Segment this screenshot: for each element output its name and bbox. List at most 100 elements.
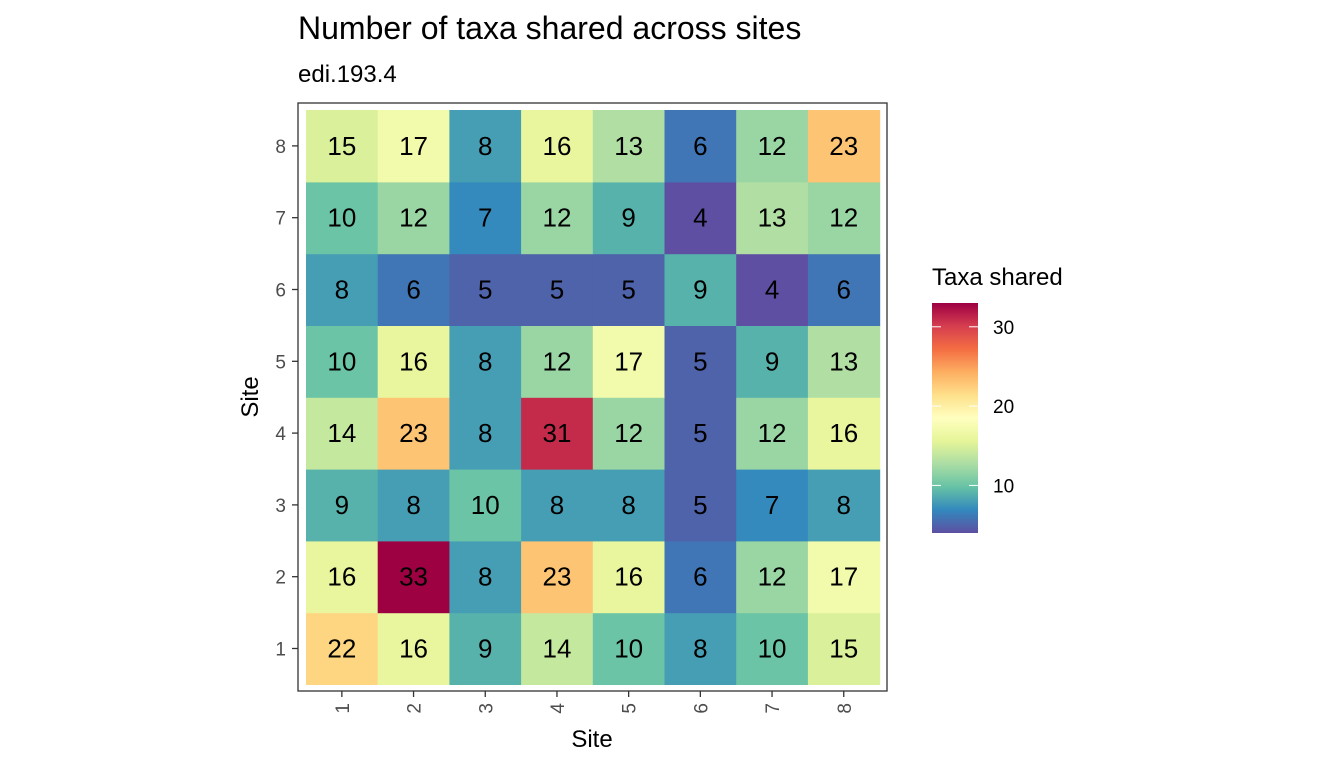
cell-value-label: 7: [765, 490, 779, 520]
cell-value-label: 5: [693, 346, 707, 376]
cell-value-label: 33: [399, 562, 428, 592]
legend-ticks: 10 20 30: [932, 318, 1014, 497]
cell-value-label: 15: [829, 634, 858, 664]
legend-tick-label: 20: [993, 397, 1014, 418]
heatmap-cell: [592, 325, 666, 398]
heatmap-cell: [449, 110, 522, 183]
heatmap-cell: [449, 469, 522, 542]
cell-value-label: 13: [829, 346, 858, 376]
cell-value-label: 12: [542, 346, 571, 376]
cell-value-label: 16: [614, 562, 643, 592]
cell-value-label: 8: [550, 490, 564, 520]
heatmap-cell: [807, 110, 881, 183]
cell-value-label: 12: [758, 418, 787, 448]
heatmap-cell: [664, 612, 737, 685]
heatmap-cell: [664, 397, 737, 470]
cell-value-label: 6: [406, 275, 420, 305]
heatmap-cell: [736, 325, 809, 398]
cell-value-label: 8: [335, 275, 349, 305]
cell-value-label: 16: [327, 562, 356, 592]
cell-value-label: 10: [758, 634, 787, 664]
cell-value-label: 12: [614, 418, 643, 448]
heatmap-cell: [592, 469, 666, 542]
cell-value-label: 4: [765, 275, 779, 305]
cell-value-label: 5: [621, 275, 635, 305]
cell-value-label: 9: [621, 203, 635, 233]
cell-value-label: 17: [614, 346, 643, 376]
heatmap-cell: [449, 253, 522, 326]
heatmap-cell: [377, 469, 450, 542]
chart-subtitle: edi.193.4: [298, 61, 397, 88]
cell-value-label: 10: [327, 203, 356, 233]
cell-value-label: 31: [542, 418, 571, 448]
heatmap-cell: [664, 325, 737, 398]
x-tick-label: 2: [405, 703, 426, 714]
heatmap-cell: [449, 181, 522, 255]
heatmap-cell: [377, 397, 450, 470]
cell-value-label: 9: [765, 346, 779, 376]
cell-value-label: 6: [693, 562, 707, 592]
cell-value-label: 16: [542, 131, 571, 161]
heatmap-cell: [736, 110, 809, 183]
cell-value-label: 9: [335, 490, 349, 520]
x-tick-label: 4: [548, 703, 569, 714]
heatmap-cell: [664, 469, 737, 542]
cell-value-label: 8: [621, 490, 635, 520]
y-tick-label: 7: [275, 209, 286, 230]
legend-tick-label: 30: [993, 318, 1014, 339]
cell-value-label: 8: [693, 634, 707, 664]
cell-value-label: 23: [399, 418, 428, 448]
heatmap-cell: [306, 325, 379, 398]
cell-value-label: 12: [542, 203, 571, 233]
cell-value-label: 5: [478, 275, 492, 305]
heatmap-cell: [807, 253, 881, 326]
y-tick-label: 1: [275, 640, 286, 661]
heatmap-cell: [377, 325, 450, 398]
x-tick-label: 5: [620, 703, 641, 714]
cell-value-label: 13: [758, 203, 787, 233]
cell-value-label: 5: [693, 418, 707, 448]
heatmap-cell: [664, 253, 737, 326]
cell-value-label: 10: [471, 490, 500, 520]
cell-value-label: 8: [478, 562, 492, 592]
cell-value-label: 8: [837, 490, 851, 520]
cell-value-label: 16: [399, 634, 428, 664]
heatmap-cell: [377, 253, 450, 326]
heatmap-cell: [736, 181, 809, 255]
cell-value-label: 12: [758, 131, 787, 161]
heatmap-cell: [306, 181, 379, 255]
cell-value-label: 9: [478, 634, 492, 664]
x-axis-title: Site: [571, 726, 612, 753]
heatmap-cell: [736, 469, 809, 542]
heatmap-cell: [521, 540, 594, 614]
cell-value-label: 10: [614, 634, 643, 664]
cell-value-label: 17: [399, 131, 428, 161]
cell-value-label: 17: [829, 562, 858, 592]
heatmap-cell: [306, 612, 379, 685]
heatmap-cell: [449, 612, 522, 685]
cell-value-label: 14: [327, 418, 356, 448]
y-tick-label: 3: [275, 496, 286, 517]
cell-value-label: 14: [542, 634, 571, 664]
cell-value-label: 8: [406, 490, 420, 520]
cell-value-label: 4: [693, 203, 707, 233]
heatmap-cell: [592, 540, 666, 614]
x-axis: 1 2 3 4 5 6 7 8: [333, 691, 856, 714]
cell-value-label: 12: [829, 203, 858, 233]
cell-labels: 22 16 9 14 10 8 10 15 16 33 8 23 16 6 12 17 9 8 10 8 8 5 7 8 14 2…: [327, 131, 858, 664]
heatmap-cell: [592, 397, 666, 470]
x-tick-label: 7: [763, 703, 784, 714]
cell-value-label: 12: [399, 203, 428, 233]
heatmap-cell: [592, 253, 666, 326]
heatmap-cell: [377, 110, 450, 183]
cell-value-label: 23: [829, 131, 858, 161]
heatmap-cell: [521, 181, 594, 255]
y-tick-label: 8: [275, 137, 286, 158]
heatmap-cell: [306, 397, 379, 470]
heatmap-cell: [306, 469, 379, 542]
y-tick-label: 2: [275, 568, 286, 589]
y-tick-label: 6: [275, 281, 286, 302]
heatmap-cell: [521, 612, 594, 685]
heatmap-cell: [664, 181, 737, 255]
heatmap-cell: [664, 110, 737, 183]
